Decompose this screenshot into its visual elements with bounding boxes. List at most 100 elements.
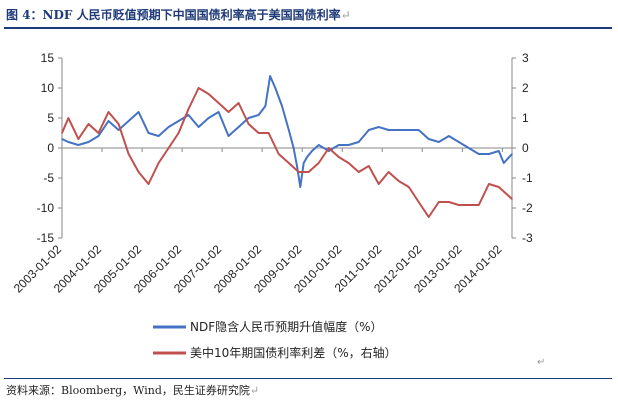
series-1-point (478, 153, 480, 155)
series-1-point (357, 141, 360, 143)
series-2-point (328, 147, 330, 149)
series-1-point (167, 126, 170, 128)
series-1-point (227, 135, 230, 137)
series-2-point (237, 102, 240, 104)
series-1-point (281, 105, 283, 107)
right-axis-tick-label: 3 (522, 51, 529, 65)
series-2-point (177, 132, 180, 134)
series-2-point (408, 186, 410, 188)
series-1-point (467, 147, 470, 149)
series-1-point (498, 150, 500, 152)
series-1-point (306, 156, 308, 158)
figure-title-text: 图 4：NDF 人民币贬值预期下中国国债利率高于美国国债利率 (6, 8, 341, 22)
series-2-point (77, 138, 80, 140)
series-2-point (137, 171, 140, 173)
series-1-point (288, 129, 290, 131)
series-2-point (197, 87, 200, 89)
series-1-point (207, 117, 210, 119)
series-2-point (167, 147, 170, 149)
series-line-2 (61, 87, 513, 218)
series-1-point (368, 129, 370, 131)
series-2-point (257, 132, 260, 134)
series-2-point (107, 111, 110, 113)
series-2-point (337, 156, 340, 158)
series-line-1 (61, 75, 513, 188)
series-2-point (147, 183, 150, 185)
series-1-point (377, 126, 380, 128)
right-axis-tick-label: -2 (522, 201, 533, 215)
legend-paragraph-mark: ↵ (537, 357, 545, 368)
series-2-point (277, 153, 280, 155)
source-text: 资料来源：Bloomberg，Wind，民生证券研究院 (6, 384, 250, 397)
series-1-point (317, 144, 320, 146)
series-2-point (488, 183, 490, 185)
series-1-point (237, 126, 240, 128)
series-1-point (408, 129, 410, 131)
series-1-point (417, 129, 420, 131)
series-2-point (357, 171, 360, 173)
series-1-point (337, 144, 340, 146)
series-2-point (387, 171, 390, 173)
left-axis-tick-label: 15 (41, 51, 55, 65)
series-2-point (498, 186, 500, 188)
series-1-point (438, 141, 440, 143)
series-1-point (177, 120, 180, 122)
series-2-point (397, 180, 400, 182)
series-1-point (157, 135, 160, 137)
series-1-point (187, 114, 190, 116)
series-2-point (377, 183, 380, 185)
series-2-point (317, 162, 320, 164)
series-1-point (97, 135, 100, 137)
series-2-point (187, 108, 190, 110)
series-2-point (417, 201, 420, 203)
series-2-point (267, 132, 270, 134)
series-1-point (257, 114, 260, 116)
series-1-point (107, 120, 110, 122)
series-2-point (347, 162, 350, 164)
series-1-point (117, 129, 120, 131)
series-2-point (117, 123, 120, 125)
right-axis-tick-label: 2 (522, 81, 529, 95)
left-axis-tick-label: 0 (47, 141, 54, 155)
source-paragraph-mark: ↵ (249, 384, 260, 397)
paragraph-mark: ↵ (340, 8, 351, 22)
right-axis-tick-label: 0 (522, 141, 529, 155)
series-2-point (368, 165, 370, 167)
series-2-point (438, 201, 440, 203)
series-2-point (97, 132, 100, 134)
series-1-point (311, 150, 313, 152)
series-1-point (137, 111, 140, 113)
series-2-point (467, 204, 470, 206)
series-1-point (296, 165, 298, 167)
series-1-point (127, 120, 130, 122)
series-1-point (61, 138, 63, 140)
series-2-point (307, 171, 310, 173)
title-rule (4, 27, 612, 29)
series-2-point (127, 153, 130, 155)
series-2-point (458, 204, 460, 206)
tick-labels: 151050-5-10-153210-1-2-32003-01-022004-0… (11, 51, 533, 296)
series-2-point (478, 204, 480, 206)
series-2-point (207, 93, 210, 95)
series-1-point (269, 75, 271, 77)
series-2-point (427, 216, 430, 218)
series-2-point (227, 111, 230, 113)
series-1-point (299, 186, 302, 188)
series-1-point (147, 132, 150, 134)
left-axis-tick-label: 5 (47, 111, 54, 125)
series-1-point (328, 150, 330, 152)
series-2-point (247, 123, 250, 125)
figure-title: 图 4：NDF 人民币贬值预期下中国国债利率高于美国国债利率↵ (6, 6, 351, 23)
legend-label-1: NDF隐含人民币预期升值幅度（%） (190, 319, 383, 334)
series-1-point (197, 126, 200, 128)
figure-title-bar: 图 4：NDF 人民币贬值预期下中国国债利率高于美国国债利率↵ (0, 0, 618, 30)
series-1-point (397, 129, 400, 131)
series-1-point (387, 129, 390, 131)
series-1-point (264, 105, 267, 107)
series-1-point (488, 153, 490, 155)
series-2-point (448, 201, 450, 203)
legend: NDF隐含人民币预期升值幅度（%） 美中10年期国债利率利差（%，右轴） (153, 319, 397, 360)
series-2-point (87, 123, 90, 125)
series-2-point (61, 132, 63, 134)
series (61, 75, 513, 218)
